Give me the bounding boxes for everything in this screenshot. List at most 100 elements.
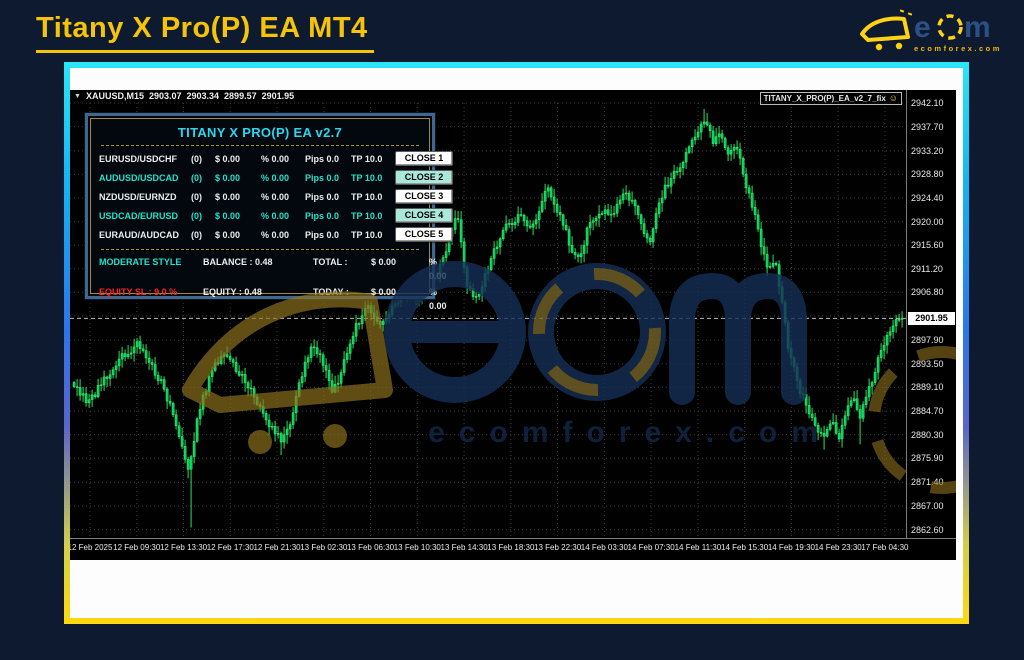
usd-value: $ 0.00 [215,191,241,202]
account-info: MODERATE STYLE BALANCE : 0.48 TOTAL : $ … [99,255,447,313]
time-tick: 17 Feb 04:30 [861,543,909,552]
pair-row: EURAUD/AUDCAD (0) $ 0.00 % 0.00 Pips 0.0 TP 1… [99,225,453,244]
price-axis[interactable]: 2942.10 2937.70 2933.20 2928.80 2924.40 2920.… [906,90,956,560]
usd-value: $ 0.00 [215,229,241,240]
today-pct: % 0.00 [429,287,447,311]
price-tick: 2875.90 [911,453,944,464]
time-tick: 13 Feb 02:30 [300,543,348,552]
ohlc-open: 2903.07 [148,91,182,101]
pct-value: % 0.00 [261,210,290,221]
today-usd: $ 0.00 [371,287,397,297]
ohlc-high: 2903.34 [186,91,220,101]
pct-value: % 0.00 [261,229,290,240]
ohlc-low: 2899.57 [224,91,257,101]
time-tick: 12 Feb 21:30 [253,543,301,552]
usd-value: $ 0.00 [215,153,241,164]
logo-letter-m: m [964,11,991,44]
orders-count: (0) [191,191,202,202]
pips-value: Pips 0.0 [305,191,340,202]
pips-value: Pips 0.0 [305,229,340,240]
total-label: TOTAL : [313,257,348,267]
price-tick: 2880.30 [911,429,944,440]
tp-value: TP 10.0 [351,172,383,183]
pair-row: AUDUSD/USDCAD (0) $ 0.00 % 0.00 Pips 0.0 TP 1… [99,168,453,187]
close-button[interactable]: CLOSE 2 [395,170,453,185]
price-tick: 2933.20 [911,145,944,156]
price-tick: 2862.60 [911,524,944,535]
total-usd: $ 0.00 [371,257,397,267]
time-tick: 12 Feb 17:30 [206,543,254,552]
price-tick: 2920.00 [911,216,944,227]
close-button[interactable]: CLOSE 1 [395,151,453,166]
symbol-timeframe: XAUUSD,M15 [85,91,144,101]
pct-value: % 0.00 [261,191,290,202]
pair-row: EURUSD/USDCHF (0) $ 0.00 % 0.00 Pips 0.0 TP 1… [99,149,453,168]
panel-separator [101,145,419,146]
price-tick: 2928.80 [911,169,944,180]
price-tick: 2911.20 [911,263,943,274]
ea-panel-title: TITANY X PRO(P) EA v2.7 [177,125,343,140]
ea-smiley-icon[interactable]: ☺ [888,93,898,103]
time-tick: 12 Feb 13:30 [159,543,208,552]
logo-o-ring-icon [937,14,963,40]
logo-letter-e: e [914,11,931,44]
pair-label: USDCAD/EURUSD [99,210,179,221]
price-tick: 2871.40 [911,477,944,488]
price-tick: 2884.70 [911,406,944,416]
time-tick: 13 Feb 06:30 [346,543,395,552]
time-tick: 13 Feb 22:30 [534,543,582,552]
tp-value: TP 10.0 [351,191,383,202]
price-tick: 2897.90 [911,335,944,346]
price-tick: 2906.80 [911,287,944,298]
time-tick: 12 Feb 2025 [70,543,113,552]
total-pct: % 0.00 [429,257,447,281]
symbol-dropdown-icon[interactable]: ▼ [74,92,81,100]
balance-value: BALANCE : 0.48 [203,257,273,267]
close-button[interactable]: CLOSE 4 [395,208,453,223]
tp-value: TP 10.0 [351,210,383,221]
time-tick: 13 Feb 10:30 [393,543,441,552]
page-title: Titany X Pro(P) EA MT4 [36,12,374,53]
time-tick: 14 Feb 19:30 [767,543,815,552]
price-tick: 2937.70 [911,121,944,132]
pct-value: % 0.00 [261,172,290,183]
screenshot-frame: ▼ XAUUSD,M15 2903.07 2903.34 2899.57 290… [64,62,969,624]
time-tick: 14 Feb 15:30 [721,543,769,552]
tp-value: TP 10.0 [351,153,383,164]
brand-logo: e m ecomforex.com [860,9,1002,53]
tp-value: TP 10.0 [351,229,383,240]
ea-panel: TITANY X PRO(P) EA v2.7 EURUSD/USDCHF (0)… [84,112,453,311]
pair-label: AUDUSD/USDCAD [99,172,179,183]
price-tick: 2942.10 [911,98,944,108]
pct-value: % 0.00 [261,153,290,164]
cart-icon [860,9,913,51]
pair-row: USDCAD/EURUSD (0) $ 0.00 % 0.00 Pips 0.0 TP 1… [99,206,453,225]
time-tick: 14 Feb 23:30 [814,543,862,552]
pips-value: Pips 0.0 [305,210,340,221]
close-button[interactable]: CLOSE 5 [395,227,453,242]
ohlc-close: 2901.95 [261,91,295,101]
pair-label: NZDUSD/EURNZD [99,191,177,202]
price-tick: 2889.10 [911,382,944,393]
close-button[interactable]: CLOSE 3 [395,189,453,204]
panel-separator [101,249,419,250]
time-axis[interactable]: 12 Feb 2025 12 Feb 09:30 12 Feb 13:30 12 Fe… [70,538,956,560]
price-tick: 2924.40 [911,192,944,203]
orders-count: (0) [191,153,202,164]
usd-value: $ 0.00 [215,172,241,183]
pair-row: NZDUSD/EURNZD (0) $ 0.00 % 0.00 Pips 0.0 TP 1… [99,187,453,206]
time-tick: 13 Feb 14:30 [440,543,488,552]
price-tick: 2867.00 [911,500,944,511]
pair-rows: EURUSD/USDCHF (0) $ 0.00 % 0.00 Pips 0.0 TP 1… [99,149,453,244]
chart-area[interactable]: ▼ XAUUSD,M15 2903.07 2903.34 2899.57 290… [70,90,956,560]
price-tick: 2893.50 [911,358,944,369]
time-tick: 12 Feb 09:30 [113,543,161,552]
ea-panel-inner: TITANY X PRO(P) EA v2.7 EURUSD/USDCHF (0)… [90,118,453,311]
ohlc-info-bar: ▼ XAUUSD,M15 2903.07 2903.34 2899.57 290… [74,91,294,101]
pair-label: EURUSD/USDCHF [99,153,178,164]
logo-domain: ecomforex.com [914,44,1002,53]
orders-count: (0) [191,172,202,183]
time-tick: 14 Feb 03:30 [580,543,628,552]
orders-count: (0) [191,210,202,221]
pips-value: Pips 0.0 [305,153,340,164]
